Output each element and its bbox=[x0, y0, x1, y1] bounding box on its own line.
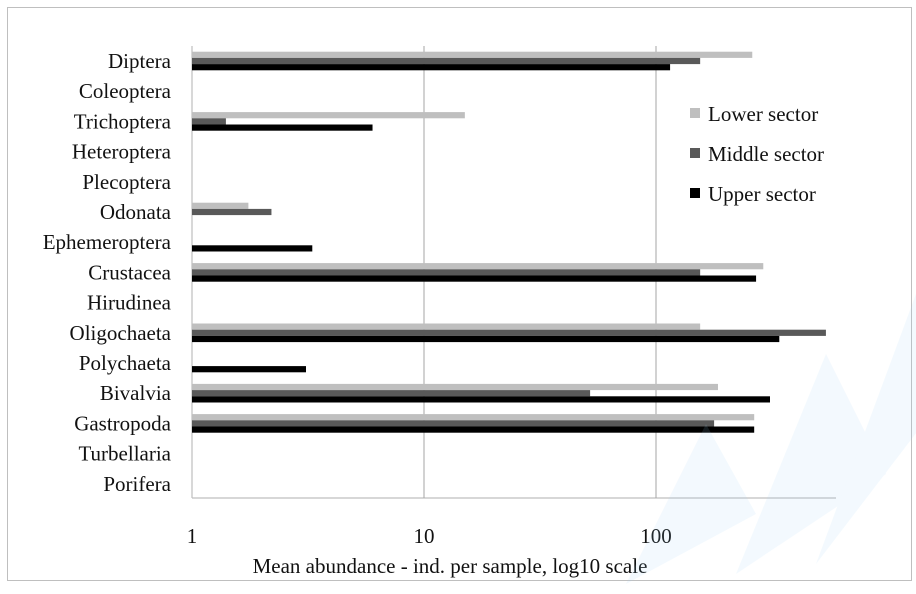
y-axis-labels: Diptera Coleoptera Trichoptera Heteroptera P… bbox=[43, 49, 172, 496]
category-label: Turbellaria bbox=[78, 442, 171, 466]
legend-label: Upper sector bbox=[708, 182, 816, 206]
chart-frame bbox=[7, 7, 912, 581]
category-label: Trichoptera bbox=[74, 109, 172, 133]
category-label: Coleoptera bbox=[79, 79, 172, 103]
category-label: Ephemeroptera bbox=[43, 230, 172, 254]
bars-layer bbox=[192, 51, 826, 433]
x-axis-labels: 1 10 100 bbox=[187, 524, 672, 548]
x-tick-label: 100 bbox=[640, 524, 672, 548]
bar-middle-sector bbox=[192, 269, 701, 276]
category-label: Hirudinea bbox=[87, 291, 172, 315]
bar-upper-sector bbox=[192, 335, 780, 343]
x-tick-label: 10 bbox=[414, 524, 435, 548]
legend-swatch-middle-sector bbox=[690, 148, 700, 158]
bar-lower-sector bbox=[192, 383, 718, 391]
bar-lower-sector bbox=[192, 112, 465, 119]
legend-label: Middle sector bbox=[708, 142, 824, 166]
bar-middle-sector bbox=[192, 390, 591, 397]
category-label: Crustacea bbox=[88, 260, 171, 284]
bar-lower-sector bbox=[192, 414, 755, 421]
bar-upper-sector bbox=[192, 426, 755, 433]
bar-upper-sector bbox=[192, 396, 770, 403]
legend: Lower sector Middle sector Upper sector bbox=[690, 102, 824, 206]
legend-label: Lower sector bbox=[708, 102, 818, 126]
bar-lower-sector bbox=[192, 51, 753, 58]
bar-middle-sector bbox=[192, 118, 226, 125]
category-label: Gastropoda bbox=[74, 411, 171, 435]
category-label: Odonata bbox=[100, 200, 172, 224]
bar-upper-sector bbox=[192, 64, 671, 71]
bar-lower-sector bbox=[192, 202, 249, 209]
category-label: Bivalvia bbox=[100, 381, 172, 405]
category-label: Porifera bbox=[103, 472, 171, 496]
bar-middle-sector bbox=[192, 57, 701, 65]
bar-middle-sector bbox=[192, 208, 272, 216]
category-label: Diptera bbox=[108, 49, 172, 73]
bar-upper-sector bbox=[192, 275, 757, 282]
bar-lower-sector bbox=[192, 263, 764, 270]
bar-middle-sector bbox=[192, 420, 715, 427]
legend-swatch-upper-sector bbox=[690, 188, 700, 198]
bar-upper-sector bbox=[192, 124, 373, 131]
category-label: Oligochaeta bbox=[70, 321, 172, 345]
legend-swatch-lower-sector bbox=[690, 108, 700, 118]
x-tick-label: 1 bbox=[187, 524, 198, 548]
x-axis-title: Mean abundance - ind. per sample, log10 … bbox=[253, 554, 648, 578]
bar-upper-sector bbox=[192, 366, 306, 373]
category-label: Heteroptera bbox=[72, 140, 172, 164]
category-label: Plecoptera bbox=[82, 170, 171, 194]
category-label: Polychaeta bbox=[79, 351, 172, 375]
bar-upper-sector bbox=[192, 245, 313, 252]
bar-middle-sector bbox=[192, 329, 826, 336]
bar-lower-sector bbox=[192, 323, 701, 330]
